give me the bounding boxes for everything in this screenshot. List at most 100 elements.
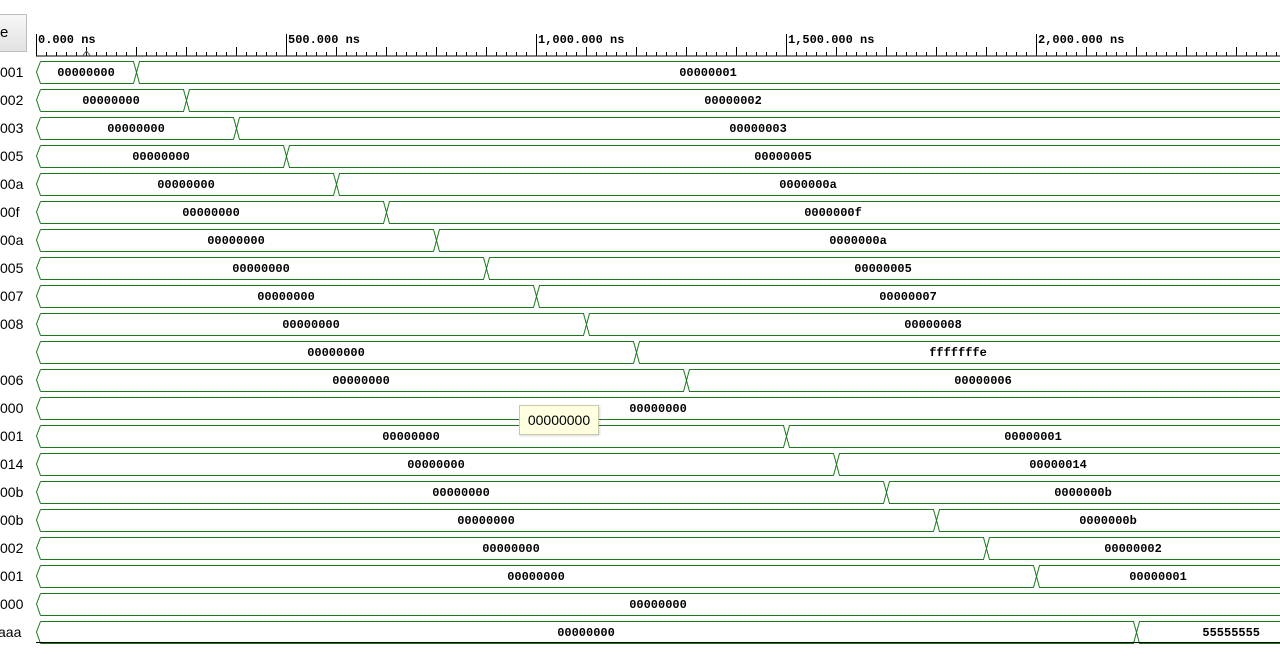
signal-name[interactable]: 00a <box>0 176 24 192</box>
signal-row[interactable]: 00000000 00000002 <box>35 537 1280 560</box>
signal-row[interactable]: 00000000 fffffffe <box>35 341 1280 364</box>
signal-name[interactable]: 001 <box>0 428 24 444</box>
initial-value: 00000000 <box>407 458 465 472</box>
signal-row[interactable]: 00000000 55555555 <box>35 621 1280 644</box>
signal-name[interactable]: 005 <box>0 260 24 276</box>
value-tooltip: 00000000 <box>519 405 599 435</box>
initial-value: 00000000 <box>182 206 240 220</box>
signal-row[interactable]: 00000000 00000008 <box>35 313 1280 336</box>
signal-row[interactable]: 00000000 00000005 <box>35 145 1280 168</box>
signal-name[interactable]: 00f <box>0 204 20 220</box>
final-value: 00000008 <box>904 318 962 332</box>
signal-row[interactable]: 00000000 <box>35 593 1280 616</box>
final-value: 00000007 <box>879 290 937 304</box>
signal-row[interactable]: 00000000 00000003 <box>35 117 1280 140</box>
final-value: 00000014 <box>1029 458 1087 472</box>
final-value: fffffffe <box>929 346 987 360</box>
signal-name[interactable]: 014 <box>0 456 24 472</box>
bus-waveform <box>35 565 1280 588</box>
signal-name[interactable]: 00a <box>0 232 24 248</box>
signal-name[interactable]: 003 <box>0 120 24 136</box>
signal-name[interactable]: 002 <box>0 540 24 556</box>
tick-label: 500.000 ns <box>288 33 360 47</box>
tick-label: 1,500.000 ns <box>788 33 874 47</box>
signal-row[interactable]: 00000000 0000000f <box>35 201 1280 224</box>
final-value: 00000001 <box>1129 570 1187 584</box>
bus-waveform <box>35 201 1280 224</box>
initial-value: 00000000 <box>207 234 265 248</box>
bus-waveform <box>35 257 1280 280</box>
initial-value: 00000000 <box>57 66 115 80</box>
initial-value: 00000000 <box>557 626 615 640</box>
initial-value: 00000000 <box>257 290 315 304</box>
signal-name[interactable]: 002 <box>0 92 24 108</box>
final-value: 00000005 <box>754 150 812 164</box>
signal-row[interactable]: 00000000 <box>35 397 1280 420</box>
signal-row[interactable]: 00000000 0000000a <box>35 229 1280 252</box>
initial-value: 00000000 <box>482 542 540 556</box>
signal-name[interactable]: 001 <box>0 64 24 80</box>
signal-name[interactable]: 007 <box>0 288 24 304</box>
signal-row[interactable]: 00000000 00000002 <box>35 89 1280 112</box>
bus-waveform <box>35 89 1280 112</box>
signal-name[interactable]: 000 <box>0 400 24 416</box>
signal-row[interactable]: 00000000 00000007 <box>35 285 1280 308</box>
signal-name[interactable]: 008 <box>0 316 24 332</box>
bus-waveform <box>35 481 1280 504</box>
bus-waveform <box>35 537 1280 560</box>
signal-name[interactable]: aaa <box>0 624 22 640</box>
tick-label: 2,000.000 ns <box>1038 33 1124 47</box>
initial-value: 00000000 <box>629 598 687 612</box>
final-value: 0000000a <box>829 234 887 248</box>
signal-row[interactable]: 00000000 00000001 <box>35 61 1280 84</box>
final-value: 00000006 <box>954 374 1012 388</box>
signal-name[interactable]: 000 <box>0 596 24 612</box>
tick-label: 1,000.000 ns <box>538 33 624 47</box>
bus-waveform <box>35 229 1280 252</box>
signal-row[interactable]: 00000000 00000001 <box>35 565 1280 588</box>
signal-name[interactable]: 00b <box>0 512 24 528</box>
signal-row[interactable]: 00000000 00000014 <box>35 453 1280 476</box>
bus-waveform <box>35 621 1280 644</box>
initial-value: 00000000 <box>332 374 390 388</box>
initial-value: 00000000 <box>282 318 340 332</box>
signal-name[interactable]: 005 <box>0 148 24 164</box>
signal-name[interactable]: 006 <box>0 372 24 388</box>
signal-row[interactable]: 00000000 00000001 <box>35 425 1280 448</box>
signal-name[interactable]: 001 <box>0 568 24 584</box>
initial-value: 00000000 <box>132 150 190 164</box>
initial-value: 00000000 <box>82 94 140 108</box>
time-ruler[interactable]: 0.000 ns 500.000 ns 1,000.000 ns 1,500.000 … <box>36 33 1280 57</box>
signal-name[interactable]: 00b <box>0 484 24 500</box>
bus-waveform <box>35 369 1280 392</box>
final-value: 00000001 <box>1004 430 1062 444</box>
initial-value: 00000000 <box>157 178 215 192</box>
bus-waveform <box>35 173 1280 196</box>
signal-row[interactable]: 00000000 0000000b <box>35 481 1280 504</box>
name-column-header-button[interactable]: e <box>0 14 27 52</box>
signal-row[interactable]: 00000000 0000000a <box>35 173 1280 196</box>
signal-row[interactable]: 00000000 00000005 <box>35 257 1280 280</box>
bus-waveform <box>35 509 1280 532</box>
tick-label: 0.000 ns <box>38 33 96 47</box>
final-value: 00000001 <box>679 66 737 80</box>
bus-waveform <box>35 61 1280 84</box>
bus-waveform <box>35 313 1280 336</box>
bus-waveform <box>35 593 1280 616</box>
final-value: 00000002 <box>704 94 762 108</box>
initial-value: 00000000 <box>232 262 290 276</box>
final-value: 0000000a <box>779 178 837 192</box>
signal-row[interactable]: 00000000 00000006 <box>35 369 1280 392</box>
final-value: 00000003 <box>729 122 787 136</box>
cursor-marker[interactable] <box>82 50 91 57</box>
initial-value: 00000000 <box>432 486 490 500</box>
initial-value: 00000000 <box>107 122 165 136</box>
final-value: 0000000f <box>804 206 862 220</box>
bus-waveform <box>35 341 1280 364</box>
signal-row[interactable]: 00000000 0000000b <box>35 509 1280 532</box>
final-value: 0000000b <box>1079 514 1137 528</box>
bus-waveform <box>35 397 1280 420</box>
initial-value: 00000000 <box>457 514 515 528</box>
